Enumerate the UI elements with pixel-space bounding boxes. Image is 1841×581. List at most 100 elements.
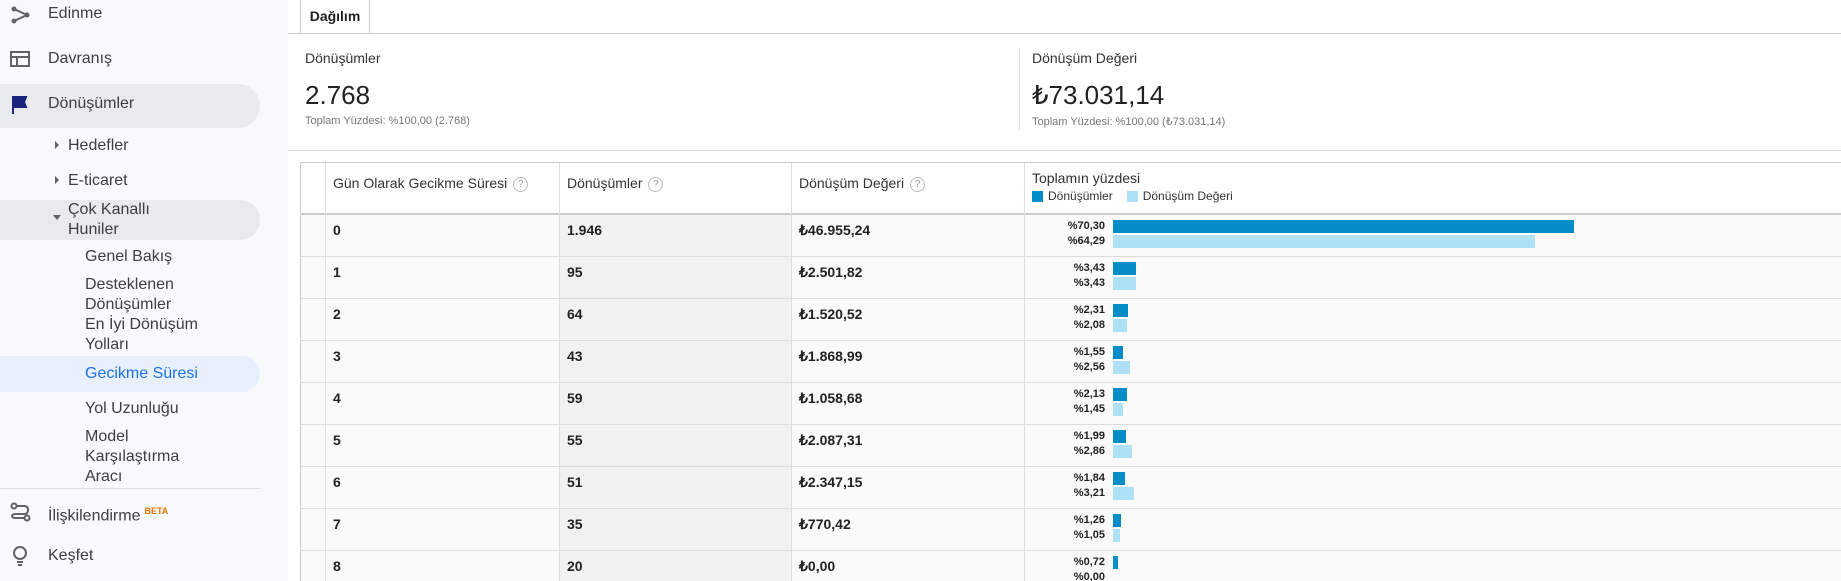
share-label: %70,30	[1067, 220, 1105, 232]
table-cell: 8	[333, 558, 341, 574]
nav-item[interactable]: Desteklenen Dönüşümler	[85, 276, 174, 313]
nav-item[interactable]: Gecikme Süresi	[85, 365, 198, 382]
share-label: %64,29	[1067, 235, 1105, 247]
share-label: %2,13	[1073, 388, 1105, 400]
divider	[0, 488, 260, 489]
sidebar: Edinme Davranış Dönüşümler Hedefler E-ti…	[0, 0, 288, 581]
table-cell: ₺1.868,99	[799, 348, 863, 364]
table-cell: 2	[333, 306, 341, 322]
header-text[interactable]: Gün Olarak Gecikme Süresi	[333, 175, 508, 191]
table-cell: 20	[567, 558, 583, 574]
nav-item[interactable]: E-ticaret	[68, 172, 128, 189]
icon	[10, 51, 30, 67]
header-row	[301, 163, 1841, 215]
legend-label: Dönüşüm Değeri	[1142, 189, 1233, 203]
share-label: %0,00	[1073, 571, 1105, 581]
header-cell: Gün Olarak Gecikme Süresi?	[333, 175, 529, 192]
table-cell: ₺770,42	[799, 516, 851, 532]
header-cell: Dönüşümler?	[567, 175, 664, 192]
table-cell: 0	[333, 222, 341, 238]
nav-item[interactable]: Edinme	[48, 5, 103, 22]
summary-value: ₺73.031,14	[1032, 80, 1165, 110]
share-label: %1,26	[1073, 514, 1105, 526]
sorted-col	[559, 215, 791, 256]
nav-label: İlişkilendirme	[48, 507, 141, 525]
summary: Dönüşüm Değeri ₺73.031,14 Toplam Yüzdesi…	[1032, 50, 1225, 128]
table-cell: 35	[567, 516, 583, 532]
sorted-col	[559, 383, 791, 424]
active-section	[0, 84, 260, 128]
separator	[288, 150, 1841, 151]
summary-label: Dönüşümler	[305, 50, 381, 66]
table-cell: ₺46.955,24	[799, 222, 871, 238]
active-item	[0, 356, 260, 392]
col-line	[325, 163, 326, 581]
nav-item[interactable]: İlişkilendirme BETA	[48, 501, 168, 526]
row	[301, 383, 1841, 425]
table-cell: ₺2.087,31	[799, 432, 863, 448]
nav-item[interactable]: En İyi Dönüşüm Yolları	[85, 316, 198, 353]
table-cell: 95	[567, 264, 583, 280]
nav-item[interactable]: Genel Bakış	[85, 248, 173, 265]
header-cell: Dönüşüm Değeri?	[799, 175, 926, 192]
share-bar	[1113, 220, 1575, 233]
share-label: %2,31	[1073, 304, 1105, 316]
share-bar	[1113, 403, 1123, 416]
nav-item[interactable]: Dönüşümler	[48, 95, 135, 112]
help-icon[interactable]: ?	[910, 176, 926, 192]
help-icon[interactable]: ?	[513, 176, 529, 192]
legend-swatch	[1126, 191, 1138, 202]
col-line	[559, 163, 560, 581]
arrows	[55, 141, 59, 184]
sorted-col	[559, 257, 791, 298]
share-label: %2,08	[1073, 319, 1105, 331]
share-bar	[1113, 514, 1122, 527]
share-label: %3,43	[1073, 262, 1105, 274]
share-bar	[1113, 235, 1535, 248]
table-cell: 64	[567, 306, 583, 322]
nav-item[interactable]: Keşfet	[48, 547, 94, 564]
col-line	[1024, 163, 1025, 581]
row	[301, 341, 1841, 383]
tab[interactable]: Dağılım	[300, 0, 370, 33]
table-cell: ₺1.058,68	[799, 390, 863, 406]
sorted-col	[559, 509, 791, 550]
table-cell: 5	[333, 432, 341, 448]
summary-subtitle: Toplam Yüzdesi: %100,00 (2.768)	[305, 115, 470, 127]
row	[301, 509, 1841, 551]
row	[301, 257, 1841, 299]
table-cell: ₺2.347,15	[799, 474, 863, 490]
summary-value: 2.768	[305, 80, 371, 110]
table-cell: 43	[567, 348, 583, 364]
table-cell: 6	[333, 474, 341, 490]
sorted-col	[559, 467, 791, 508]
share-bar	[1113, 445, 1132, 458]
nav-item[interactable]: Çok Kanallı Huniler	[68, 201, 150, 238]
header-text[interactable]: Dönüşümler	[567, 175, 643, 191]
tab-line	[288, 33, 1841, 34]
badge: BETA	[144, 506, 169, 516]
nav-item[interactable]: Hedefler	[68, 137, 129, 154]
share-bar	[1113, 430, 1127, 443]
row	[301, 299, 1841, 341]
share-label: %2,56	[1073, 361, 1105, 373]
help-icon[interactable]: ?	[648, 176, 664, 192]
share-bar	[1113, 361, 1130, 374]
icon	[11, 6, 30, 24]
share-label: %1,45	[1073, 403, 1105, 415]
table-cell: 1.946	[567, 222, 603, 238]
icon	[13, 546, 27, 566]
arrow-open	[53, 215, 61, 220]
nav-item[interactable]: Davranış	[48, 50, 113, 67]
header-text[interactable]: Dönüşüm Değeri	[799, 175, 905, 191]
row	[301, 215, 1841, 257]
share-bar	[1113, 472, 1126, 485]
nav-item[interactable]: Model Karşılaştırma Aracı	[85, 428, 180, 485]
row	[301, 467, 1841, 509]
share-bar	[1113, 319, 1127, 332]
nav-item[interactable]: Yol Uzunluğu	[85, 400, 179, 417]
share-label: %1,84	[1073, 472, 1105, 484]
table: 0 1.946 ₺46.955,24 %70,30 %64,29 1 95 ₺2.501,82…	[300, 162, 1841, 581]
share-label: %3,21	[1073, 487, 1105, 499]
